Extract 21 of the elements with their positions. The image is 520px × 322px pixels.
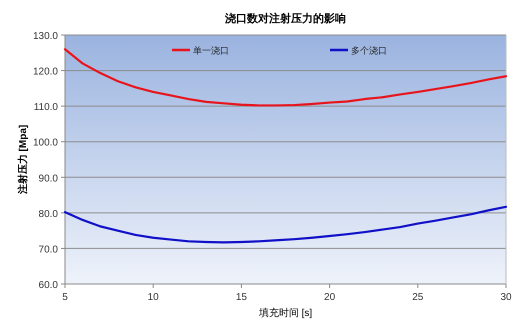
- y-tick-label: 100.0: [32, 138, 58, 149]
- line-series: [64, 48, 508, 107]
- x-tick-label: 15: [236, 292, 248, 303]
- y-axis-title: 注射压力 [Mpa]: [17, 124, 29, 196]
- x-tick-label: 30: [500, 292, 512, 303]
- x-tick-label: 25: [412, 292, 424, 303]
- x-tick-label: 10: [148, 292, 160, 303]
- y-tick-label: 120.0: [32, 66, 58, 78]
- y-tick-label: 80.0: [38, 208, 58, 220]
- y-tick-label: 110.0: [34, 102, 58, 114]
- chart-title: 浇口数对注射压力的影响: [224, 12, 346, 25]
- y-tick-label: 130.0: [32, 31, 58, 42]
- y-tick-label: 70.0: [38, 244, 58, 256]
- y-tick-label: 60.0: [38, 280, 58, 291]
- legend-label: 单一浇口: [193, 46, 229, 56]
- x-tick-label: 5: [62, 292, 68, 303]
- line-series: [64, 206, 508, 244]
- y-tick-label: 90.0: [38, 173, 58, 184]
- legend-label: 多个浇口: [351, 46, 387, 56]
- x-tick-label: 20: [324, 292, 336, 303]
- x-axis-title: 填充时间 [s]: [258, 307, 312, 319]
